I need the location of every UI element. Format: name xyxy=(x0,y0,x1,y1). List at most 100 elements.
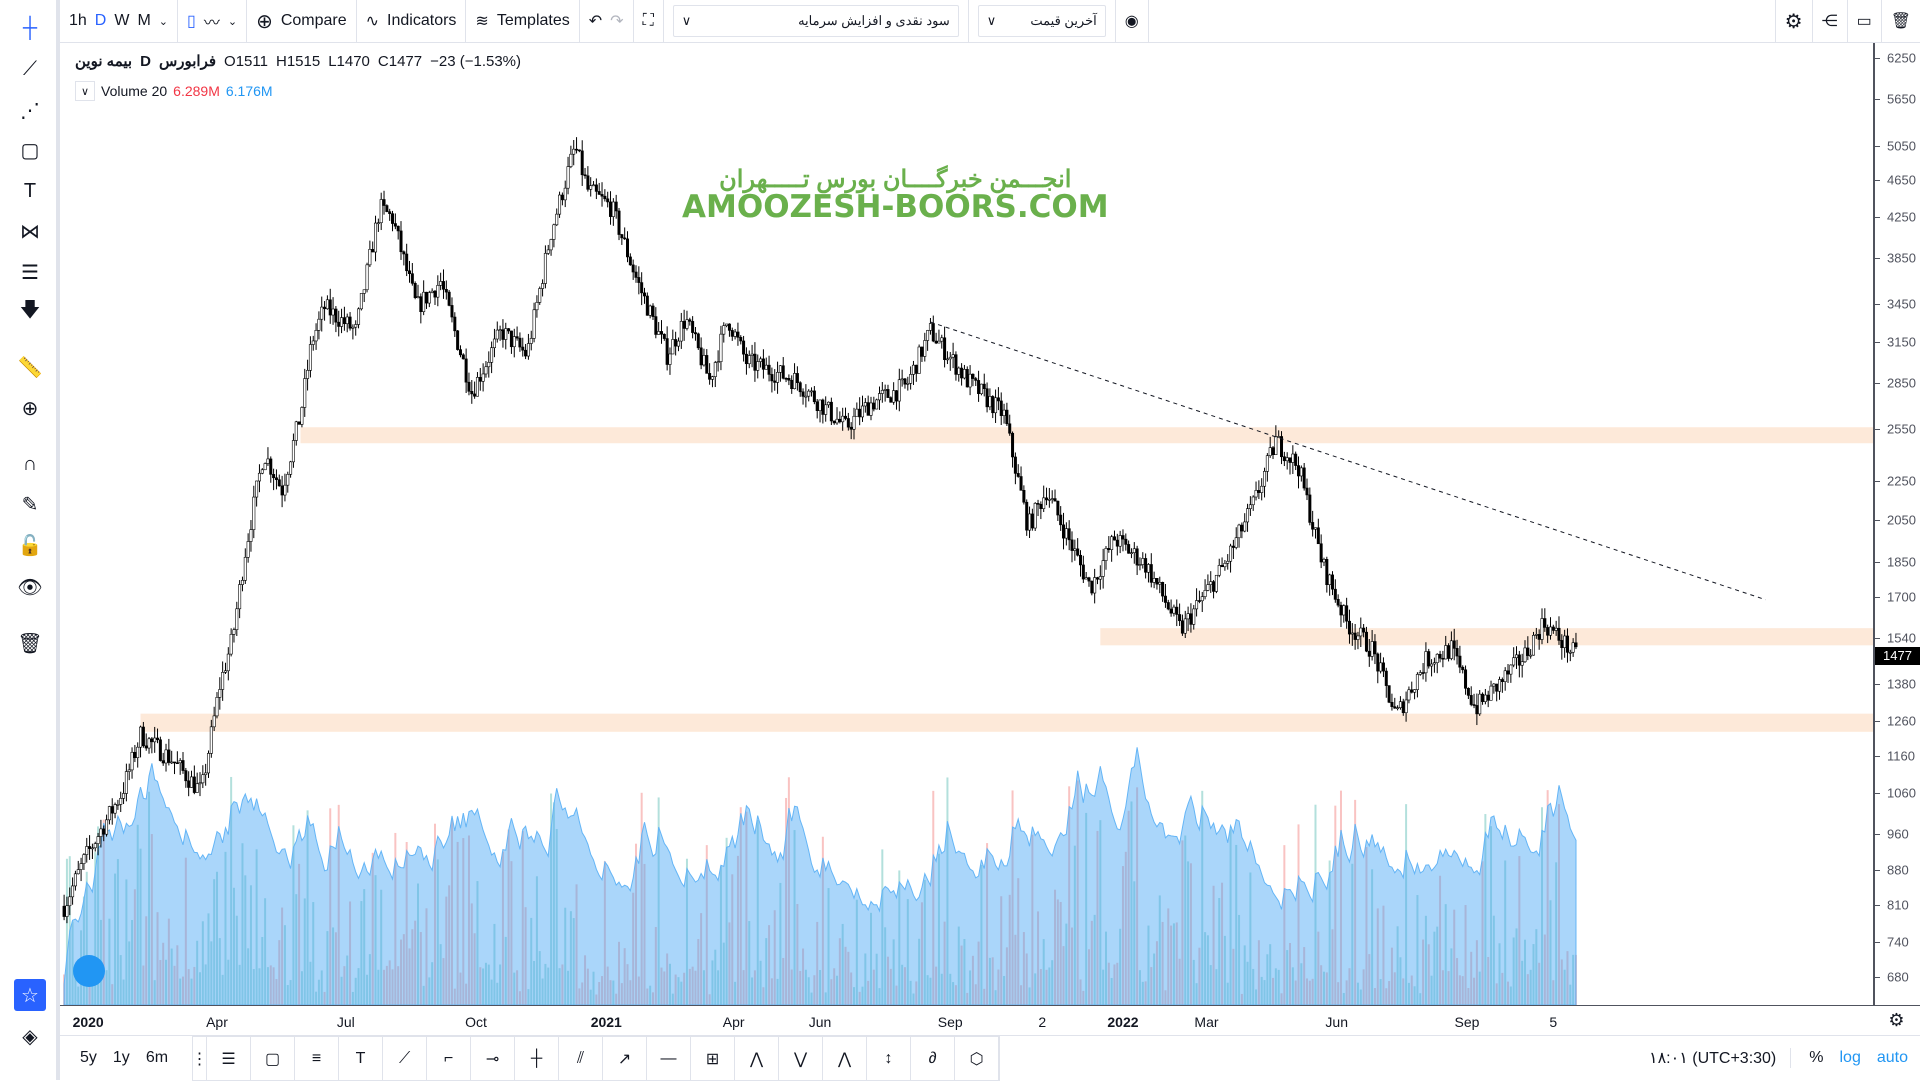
date-range-icon[interactable]: ↕ xyxy=(867,1036,912,1081)
volume-bar xyxy=(1238,914,1241,1005)
volume-bar xyxy=(1226,982,1229,1005)
compare-button[interactable]: ⊕ Compare xyxy=(247,0,357,43)
candle xyxy=(529,330,533,351)
candle xyxy=(535,295,539,318)
volume-bar xyxy=(182,976,185,1005)
magnet-icon[interactable]: ∩ xyxy=(22,452,38,475)
candle-body xyxy=(147,738,151,749)
visibility-button[interactable]: ◉ xyxy=(1116,0,1149,43)
candle-body xyxy=(1548,626,1552,636)
axis-settings-icon[interactable]: ⚙ xyxy=(1873,1005,1920,1035)
line-chart-icon[interactable]: 〰 xyxy=(203,15,220,32)
range-6m[interactable]: 6m xyxy=(145,1049,169,1066)
zoom-in-icon[interactable]: ⊕ xyxy=(21,397,39,420)
candle-body xyxy=(1093,577,1097,594)
price-chart[interactable] xyxy=(60,43,1873,1005)
candles-icon[interactable]: ▯ xyxy=(187,13,196,30)
cross-line-icon[interactable]: ┼ xyxy=(515,1036,560,1081)
parallel-lines-icon[interactable]: ⫽ xyxy=(559,1036,604,1081)
range-1y[interactable]: 1y xyxy=(112,1049,130,1066)
trendline-icon[interactable]: ⟋ xyxy=(383,1036,428,1081)
candle-body xyxy=(1534,634,1538,636)
volume-bar xyxy=(623,948,626,1005)
chart-pane[interactable] xyxy=(60,43,1873,1005)
collapse-chevron-icon[interactable]: ∨ xyxy=(75,81,95,101)
trendline-tool-icon[interactable]: ⟋ xyxy=(23,57,37,80)
volume-bar xyxy=(108,918,111,1005)
volume-bar xyxy=(1158,895,1161,1005)
candle xyxy=(130,747,134,779)
parallel-channel-icon[interactable]: ☰ xyxy=(207,1036,252,1081)
candle-body xyxy=(252,496,256,530)
interval-m[interactable]: M xyxy=(137,12,151,29)
text-tool-icon[interactable]: T xyxy=(23,179,37,202)
redo-icon[interactable]: ↷ xyxy=(610,13,624,30)
callout-icon[interactable]: ⌐ xyxy=(427,1036,472,1081)
interval-1h[interactable]: 1h xyxy=(69,12,87,29)
time-axis[interactable]: 2020 Apr Jul Oct 2021 Apr Jun Sep 2 2022 Mar Jun Sep… xyxy=(60,1005,1873,1035)
pencil-lock-icon[interactable]: ✎ xyxy=(21,493,39,516)
candle-body xyxy=(348,316,352,329)
prediction-tool-icon[interactable]: ☰ xyxy=(21,261,39,284)
indicator-select[interactable]: ∨ سود نقدی و افزایش سرمایه xyxy=(672,5,959,37)
ruler-icon[interactable]: 📏 xyxy=(17,356,43,379)
arrow-down-icon[interactable]: 🡇 xyxy=(19,299,41,321)
horizontal-line-icon[interactable]: — xyxy=(647,1036,692,1081)
undo-icon[interactable]: ↶ xyxy=(588,13,603,30)
candle xyxy=(317,311,321,340)
volume-bar xyxy=(1037,911,1040,1005)
candle xyxy=(427,290,431,308)
candle-body xyxy=(1223,562,1227,568)
brush-icon[interactable]: ∂ xyxy=(911,1036,956,1081)
timezone[interactable]: ۱۸:۰۱ (UTC+3:30) xyxy=(1635,1048,1792,1068)
interval-d[interactable]: D xyxy=(94,12,107,29)
rectangle-icon[interactable]: ▢ xyxy=(251,1036,296,1081)
candle-body xyxy=(733,331,737,337)
price-select[interactable]: ∨ آخرین قیمت xyxy=(977,5,1106,37)
rectangle-tool-icon[interactable]: ▢ xyxy=(20,139,40,162)
volume-bar xyxy=(524,907,527,1005)
lock-icon[interactable]: 🔓 xyxy=(17,534,43,557)
volume-bar xyxy=(1373,988,1376,1005)
volume-bar xyxy=(1181,840,1184,1005)
gann-fib-tool-icon[interactable]: ⋰ xyxy=(20,99,40,122)
elliott-correction-icon[interactable]: ⋀ xyxy=(823,1036,868,1081)
drag-handle-icon[interactable]: ⋮ xyxy=(192,1036,208,1081)
horizontal-lines-icon[interactable]: ≡ xyxy=(295,1036,340,1081)
percent-toggle[interactable]: % xyxy=(1809,1049,1824,1066)
fullscreen-button[interactable]: ⛶ xyxy=(634,0,664,43)
trash-icon[interactable]: 🗑 xyxy=(17,632,43,655)
eye-icon[interactable]: 👁 xyxy=(17,576,43,599)
symbol-name[interactable]: بیمه نوین xyxy=(75,53,133,70)
volume-bar xyxy=(552,802,555,1005)
volume-bar xyxy=(1031,834,1034,1005)
range-5y[interactable]: 5y xyxy=(80,1049,97,1066)
chevron-down-icon[interactable]: ⌄ xyxy=(227,15,238,28)
snapshot-button[interactable]: ▭ xyxy=(1848,0,1882,43)
share-button[interactable]: ⋲ xyxy=(1813,0,1848,43)
delete-button[interactable]: 🗑 xyxy=(1882,0,1920,43)
star-icon[interactable]: ☆ xyxy=(14,979,46,1011)
horizontal-ray-icon[interactable]: ⊸ xyxy=(471,1036,516,1081)
templates-button[interactable]: ≋ Templates xyxy=(466,0,580,43)
candle-body xyxy=(807,390,811,397)
pattern-icon[interactable]: ⬡ xyxy=(955,1036,1000,1081)
auto-toggle[interactable]: auto xyxy=(1876,1049,1908,1066)
interval-w[interactable]: W xyxy=(114,12,130,29)
crosshair-icon[interactable]: ┼ xyxy=(22,16,38,39)
price-range-icon[interactable]: ⊞ xyxy=(691,1036,736,1081)
candle xyxy=(337,310,341,337)
volume-bar xyxy=(1240,993,1243,1005)
text-icon[interactable]: T xyxy=(339,1036,384,1081)
candle-body xyxy=(954,354,958,375)
elliott-impulse-icon[interactable]: ⋀ xyxy=(735,1036,780,1081)
pattern-tool-icon[interactable]: ⋈ xyxy=(20,220,40,243)
indicators-button[interactable]: ∿ Indicators xyxy=(357,0,467,43)
arrow-icon[interactable]: ↗ xyxy=(603,1036,648,1081)
log-toggle[interactable]: log xyxy=(1839,1049,1861,1066)
layers-icon[interactable]: ◈ xyxy=(22,1025,38,1048)
settings-button[interactable]: ⚙ xyxy=(1774,0,1813,43)
price-axis[interactable]: 6250 5650 5050 4650 4250 3850 3450 3150 2850 2550… xyxy=(1873,43,1920,1005)
chevron-down-icon[interactable]: ⌄ xyxy=(158,15,169,28)
abcd-pattern-icon[interactable]: ⋁ xyxy=(779,1036,824,1081)
